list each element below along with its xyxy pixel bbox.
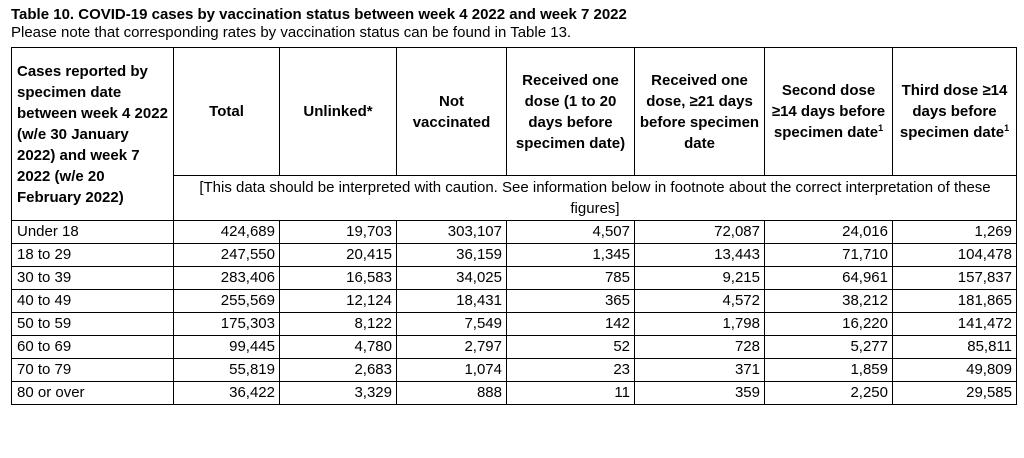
table-row: 70 to 79 55,819 2,683 1,074 23 371 1,859 49,809 bbox=[11, 358, 1017, 382]
one-dose-21-cell: 72,087 bbox=[634, 220, 765, 244]
one-dose-1-20-cell: 4,507 bbox=[506, 220, 635, 244]
table-row: 80 or over 36,422 3,329 888 11 359 2,250 29,585 bbox=[11, 381, 1017, 405]
age-cell: 40 to 49 bbox=[11, 289, 174, 313]
table-row: Under 18 424,689 19,703 303,107 4,507 72,087 2… bbox=[11, 220, 1017, 244]
total-cell: 247,550 bbox=[173, 243, 280, 267]
third-dose-cell: 104,478 bbox=[892, 243, 1017, 267]
unlinked-cell: 2,683 bbox=[279, 358, 397, 382]
unlinked-cell: 12,124 bbox=[279, 289, 397, 313]
third-dose-cell: 141,472 bbox=[892, 312, 1017, 336]
one-dose-21-cell: 1,798 bbox=[634, 312, 765, 336]
one-dose-21-cell: 9,215 bbox=[634, 266, 765, 290]
age-cell: 18 to 29 bbox=[11, 243, 174, 267]
age-cell: 50 to 59 bbox=[11, 312, 174, 336]
one-dose-1-20-cell: 11 bbox=[506, 381, 635, 405]
second-dose-cell: 5,277 bbox=[764, 335, 893, 359]
table-row: 50 to 59 175,303 8,122 7,549 142 1,798 16,220 1… bbox=[11, 312, 1017, 336]
one-dose-1-20-cell: 23 bbox=[506, 358, 635, 382]
header-third-dose-footnote: 1 bbox=[1004, 123, 1010, 133]
header-period: Cases reported by specimen date between … bbox=[11, 47, 174, 221]
second-dose-cell: 1,859 bbox=[764, 358, 893, 382]
one-dose-1-20-cell: 142 bbox=[506, 312, 635, 336]
third-dose-cell: 157,837 bbox=[892, 266, 1017, 290]
not-vaccinated-cell: 888 bbox=[396, 381, 507, 405]
not-vaccinated-cell: 303,107 bbox=[396, 220, 507, 244]
one-dose-21-cell: 371 bbox=[634, 358, 765, 382]
one-dose-21-cell: 13,443 bbox=[634, 243, 765, 267]
third-dose-cell: 181,865 bbox=[892, 289, 1017, 313]
table-body: Under 18 424,689 19,703 303,107 4,507 72,087 2… bbox=[11, 220, 1017, 405]
header-second-dose: Second dose ≥14 days before specimen dat… bbox=[764, 47, 893, 176]
total-cell: 255,569 bbox=[173, 289, 280, 313]
total-cell: 36,422 bbox=[173, 381, 280, 405]
table-title: Table 10. COVID-19 cases by vaccination … bbox=[11, 6, 627, 23]
unlinked-cell: 19,703 bbox=[279, 220, 397, 244]
age-cell: 60 to 69 bbox=[11, 335, 174, 359]
unlinked-cell: 4,780 bbox=[279, 335, 397, 359]
second-dose-cell: 38,212 bbox=[764, 289, 893, 313]
age-cell: 30 to 39 bbox=[11, 266, 174, 290]
unlinked-cell: 20,415 bbox=[279, 243, 397, 267]
table-header: Cases reported by specimen date between … bbox=[11, 47, 1017, 221]
second-dose-cell: 16,220 bbox=[764, 312, 893, 336]
third-dose-cell: 1,269 bbox=[892, 220, 1017, 244]
header-not-vaccinated: Not vaccinated bbox=[396, 47, 507, 176]
age-cell: Under 18 bbox=[11, 220, 174, 244]
table-row: 60 to 69 99,445 4,780 2,797 52 728 5,277 85,811 bbox=[11, 335, 1017, 359]
one-dose-21-cell: 359 bbox=[634, 381, 765, 405]
header-unlinked: Unlinked* bbox=[279, 47, 397, 176]
header-total: Total bbox=[173, 47, 280, 176]
header-one-dose-21: Received one dose, ≥21 days before speci… bbox=[634, 47, 765, 176]
table-subtitle: Please note that corresponding rates by … bbox=[11, 24, 572, 41]
one-dose-1-20-cell: 785 bbox=[506, 266, 635, 290]
total-cell: 175,303 bbox=[173, 312, 280, 336]
not-vaccinated-cell: 7,549 bbox=[396, 312, 507, 336]
one-dose-21-cell: 728 bbox=[634, 335, 765, 359]
document: Table 10. COVID-19 cases by vaccination … bbox=[11, 6, 1017, 405]
caution-note: [This data should be interpreted with ca… bbox=[173, 175, 1017, 221]
one-dose-1-20-cell: 52 bbox=[506, 335, 635, 359]
total-cell: 424,689 bbox=[173, 220, 280, 244]
unlinked-cell: 16,583 bbox=[279, 266, 397, 290]
not-vaccinated-cell: 2,797 bbox=[396, 335, 507, 359]
one-dose-1-20-cell: 365 bbox=[506, 289, 635, 313]
age-cell: 80 or over bbox=[11, 381, 174, 405]
second-dose-cell: 24,016 bbox=[764, 220, 893, 244]
not-vaccinated-cell: 36,159 bbox=[396, 243, 507, 267]
header-one-dose-1-20: Received one dose (1 to 20 days before s… bbox=[506, 47, 635, 176]
unlinked-cell: 8,122 bbox=[279, 312, 397, 336]
total-cell: 55,819 bbox=[173, 358, 280, 382]
third-dose-cell: 29,585 bbox=[892, 381, 1017, 405]
not-vaccinated-cell: 1,074 bbox=[396, 358, 507, 382]
third-dose-cell: 85,811 bbox=[892, 335, 1017, 359]
age-cell: 70 to 79 bbox=[11, 358, 174, 382]
second-dose-cell: 71,710 bbox=[764, 243, 893, 267]
second-dose-cell: 2,250 bbox=[764, 381, 893, 405]
total-cell: 283,406 bbox=[173, 266, 280, 290]
header-second-dose-footnote: 1 bbox=[878, 123, 884, 133]
table-row: 40 to 49 255,569 12,124 18,431 365 4,572 38,21… bbox=[11, 289, 1017, 313]
not-vaccinated-cell: 34,025 bbox=[396, 266, 507, 290]
header-third-dose-text: Third dose ≥14 days before specimen date bbox=[899, 82, 1008, 141]
cases-table: Cases reported by specimen date between … bbox=[11, 47, 1017, 405]
header-third-dose: Third dose ≥14 days before specimen date… bbox=[892, 47, 1017, 176]
one-dose-1-20-cell: 1,345 bbox=[506, 243, 635, 267]
not-vaccinated-cell: 18,431 bbox=[396, 289, 507, 313]
header-second-dose-text: Second dose ≥14 days before specimen dat… bbox=[771, 82, 886, 141]
unlinked-cell: 3,329 bbox=[279, 381, 397, 405]
total-cell: 99,445 bbox=[173, 335, 280, 359]
second-dose-cell: 64,961 bbox=[764, 266, 893, 290]
table-row: 18 to 29 247,550 20,415 36,159 1,345 13,443 71… bbox=[11, 243, 1017, 267]
table-row: 30 to 39 283,406 16,583 34,025 785 9,215 64,96… bbox=[11, 266, 1017, 290]
one-dose-21-cell: 4,572 bbox=[634, 289, 765, 313]
third-dose-cell: 49,809 bbox=[892, 358, 1017, 382]
